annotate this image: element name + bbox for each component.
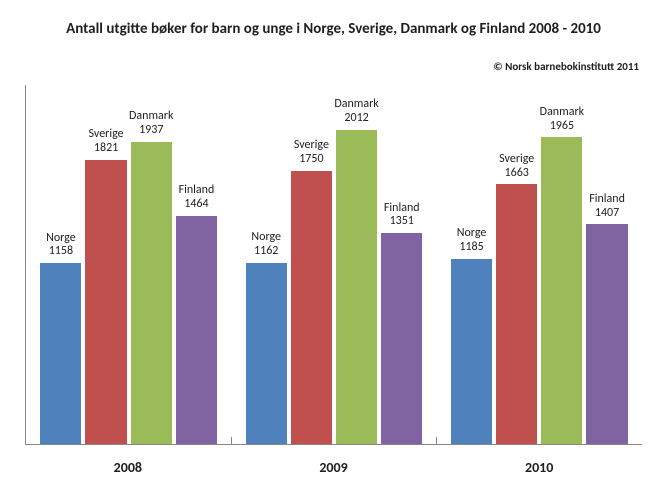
chart-container: Antall utgitte bøker for barn og unge i … — [0, 0, 667, 500]
x-axis-label: 2008 — [25, 459, 231, 476]
bar-slot: Finland1407 — [584, 85, 629, 444]
bar-slot: Norge1158 — [38, 85, 83, 444]
bar-label: Danmark1937 — [129, 110, 173, 138]
bar — [381, 233, 422, 444]
bar-groups: Norge1158 Sverige1821Danmark1937 Finland14… — [26, 85, 642, 444]
bars-row: Norge1162 Sverige1750Danmark2012 Finland13… — [231, 85, 436, 444]
chart-title: Antall utgitte bøker for barn og unge i … — [0, 20, 667, 38]
bar — [586, 224, 627, 444]
bar — [291, 171, 332, 444]
bar-slot: Norge1185 — [449, 85, 494, 444]
bar-group: Norge1185 Sverige1663Danmark1965 Finland14… — [437, 85, 642, 444]
x-axis-label: 2010 — [436, 459, 642, 476]
x-tick — [436, 437, 437, 444]
bar — [176, 216, 217, 445]
bar-label: Sverige1663 — [499, 153, 534, 181]
bar-slot: Danmark2012 — [334, 85, 379, 444]
x-axis-label: 2009 — [231, 459, 437, 476]
bar-label: Norge1162 — [251, 231, 281, 259]
bar — [246, 263, 287, 444]
bar-slot: Sverige1663 — [494, 85, 539, 444]
bar-label: Sverige1821 — [89, 128, 124, 156]
bar-slot: Danmark1937 — [129, 85, 174, 444]
bar-label: Sverige1750 — [294, 139, 329, 167]
x-axis-ticks — [25, 437, 642, 445]
bar-group: Norge1158 Sverige1821Danmark1937 Finland14… — [26, 85, 231, 444]
bar — [451, 259, 492, 444]
x-tick — [231, 437, 232, 444]
bar — [496, 184, 537, 444]
bar — [85, 160, 126, 444]
bar — [40, 263, 81, 444]
bar-label: Norge1158 — [46, 232, 76, 260]
bar-slot: Sverige1821 — [83, 85, 128, 444]
chart-copyright: © Norsk barnebokinstitutt 2011 — [493, 60, 639, 73]
bar-slot: Norge1162 — [244, 85, 289, 444]
bar-label: Finland1351 — [384, 202, 420, 230]
bar — [336, 130, 377, 444]
bars-row: Norge1158 Sverige1821Danmark1937 Finland14… — [26, 85, 231, 444]
bar-label: Danmark2012 — [334, 98, 378, 126]
bar-slot: Finland1351 — [379, 85, 424, 444]
x-axis-labels: 200820092010 — [25, 459, 642, 476]
bar-slot: Finland1464 — [174, 85, 219, 444]
bar-slot: Danmark1965 — [539, 85, 584, 444]
bar-slot: Sverige1750 — [289, 85, 334, 444]
bar — [131, 142, 172, 444]
bar-label: Finland1464 — [179, 184, 215, 212]
bar-label: Norge1185 — [457, 227, 487, 255]
bar — [541, 137, 582, 444]
bars-row: Norge1185 Sverige1663Danmark1965 Finland14… — [437, 85, 642, 444]
bar-group: Norge1162 Sverige1750Danmark2012 Finland13… — [231, 85, 436, 444]
plot-area: Norge1158 Sverige1821Danmark1937 Finland14… — [25, 85, 642, 445]
bar-label: Finland1407 — [589, 193, 625, 221]
bar-label: Danmark1965 — [540, 106, 584, 134]
